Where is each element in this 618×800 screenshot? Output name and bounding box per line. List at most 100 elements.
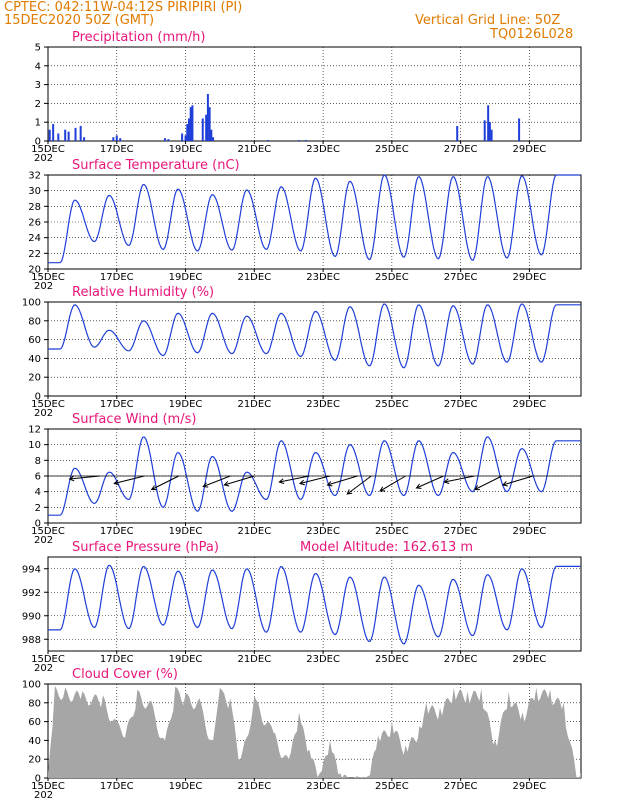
wind-ytick-label: 0: [35, 519, 41, 530]
cloud-cover-area: [48, 685, 581, 778]
rh-xtick-label: 25DEC: [375, 399, 409, 410]
temp-ytick-label: 22: [28, 249, 41, 260]
precip-bar: [208, 107, 211, 141]
wind-xtick-label: 19DEC: [169, 526, 203, 537]
rh-xtick-label: 17DEC: [100, 399, 134, 410]
header-date: 15DEC2020 50Z (GMT): [4, 13, 154, 28]
rh-xtick-label: 21DEC: [237, 399, 271, 410]
cloud-ytick-label: 40: [28, 736, 41, 747]
precip-ytick-label: 2: [35, 99, 41, 110]
precip-bar: [488, 122, 491, 141]
precip-bar: [52, 124, 55, 141]
precip-bar: [119, 138, 122, 141]
precip-bar: [490, 129, 493, 141]
temp-xtick-label: 19DEC: [169, 272, 203, 283]
precip-ytick-label: 0: [35, 137, 41, 148]
precip-bar: [57, 133, 60, 141]
precip-title: Precipitation (mm/h): [72, 30, 205, 45]
precip-xtick-label: 15DEC: [31, 144, 65, 155]
temp-xtick-label: 15DEC: [31, 272, 65, 283]
wind-xtick-label: 27DEC: [444, 526, 478, 537]
wind-arrow: [379, 475, 406, 492]
pres-title: Surface Pressure (hPa): [72, 540, 219, 555]
wind-xtick-label: 17DEC: [100, 526, 134, 537]
wind-arrow-head: [278, 478, 285, 484]
precip-bar: [48, 129, 51, 141]
precip-bar: [64, 129, 67, 141]
rh-xtick-label: 19DEC: [169, 399, 203, 410]
wind-ytick-label: 10: [28, 440, 41, 451]
cloud-xtick-label: 15DEC: [31, 781, 65, 792]
precip-xtick-label: 25DEC: [375, 144, 409, 155]
rh-ytick-label: 100: [22, 298, 41, 309]
wind-arrow: [416, 475, 444, 489]
rh-xtick-label: 15DEC: [31, 399, 65, 410]
precip-bar: [191, 105, 194, 141]
precip-ytick-label: 4: [35, 61, 41, 72]
wind-xtick-label: 15DEC: [31, 526, 65, 537]
precip-bar: [115, 135, 118, 141]
pres-xtick-label: 27DEC: [444, 654, 478, 665]
wind-arrow: [502, 475, 534, 486]
pres-ytick-label: 990: [22, 611, 41, 622]
precip-frame: [47, 46, 582, 142]
precip-bar: [304, 140, 307, 141]
pres-year-label: 202: [34, 663, 53, 674]
wind-arrow-head: [298, 479, 305, 486]
temp-ytick-label: 20: [28, 265, 41, 276]
temp-ytick-label: 24: [28, 233, 41, 244]
cloud-ytick-label: 60: [28, 717, 41, 728]
temp-series-line: [48, 174, 581, 264]
precip-bar: [210, 129, 213, 141]
precip-xtick-label: 23DEC: [306, 144, 340, 155]
pres-xtick-label: 21DEC: [237, 654, 271, 665]
precip-bar: [187, 118, 190, 141]
precip-xtick-label: 29DEC: [513, 144, 547, 155]
wind-xtick-label: 21DEC: [237, 526, 271, 537]
precip-bar: [79, 125, 82, 141]
wind-arrow: [203, 475, 231, 487]
header-station: CPTEC: 042:11W-04:12S PIRIPIRI (PI): [4, 0, 242, 15]
precip-bar: [483, 120, 486, 141]
precip-bar: [67, 131, 70, 141]
wind-arrow: [474, 475, 503, 490]
wind-xtick-label: 23DEC: [306, 526, 340, 537]
wind-arrow-head: [113, 479, 120, 486]
wind-ytick-label: 12: [28, 425, 41, 436]
wind-arrow-head: [150, 485, 157, 491]
precip-bar: [163, 138, 166, 141]
wind-arrow-head: [202, 482, 209, 488]
wind-arrow: [151, 475, 179, 490]
temp-ytick-label: 30: [28, 186, 41, 197]
temp-xtick-label: 23DEC: [306, 272, 340, 283]
precip-xtick-label: 27DEC: [444, 144, 478, 155]
precip-bar: [205, 114, 208, 141]
wind-ytick-label: 8: [35, 456, 41, 467]
wind-arrow: [69, 475, 100, 480]
temp-ytick-label: 32: [28, 171, 41, 182]
pres-xtick-label: 23DEC: [306, 654, 340, 665]
wind-year-label: 202: [34, 535, 53, 546]
wind-arrow-head: [501, 481, 508, 487]
rh-xtick-label: 29DEC: [513, 399, 547, 410]
precip-xtick-label: 21DEC: [237, 144, 271, 155]
wind-arrow-head: [346, 489, 353, 495]
wind-arrow-head: [379, 486, 386, 492]
cloud-ytick-label: 80: [28, 698, 41, 709]
wind-arrow-head: [223, 481, 230, 487]
temp-year-label: 202: [34, 281, 53, 292]
precip-bar: [189, 107, 192, 141]
wind-arrow: [444, 475, 475, 483]
pres-ytick-label: 992: [22, 588, 41, 599]
precip-bar: [181, 133, 184, 141]
pres-xtick-label: 15DEC: [31, 654, 65, 665]
rh-ytick-label: 0: [35, 392, 41, 403]
cloud-xtick-label: 27DEC: [444, 781, 478, 792]
pres-series-line: [48, 564, 581, 645]
wind-title: Surface Wind (m/s): [72, 412, 196, 427]
precip-ytick-label: 5: [35, 43, 41, 54]
pres-frame: [47, 556, 582, 652]
rh-ytick-label: 20: [28, 373, 41, 384]
wind-arrow: [327, 475, 358, 486]
